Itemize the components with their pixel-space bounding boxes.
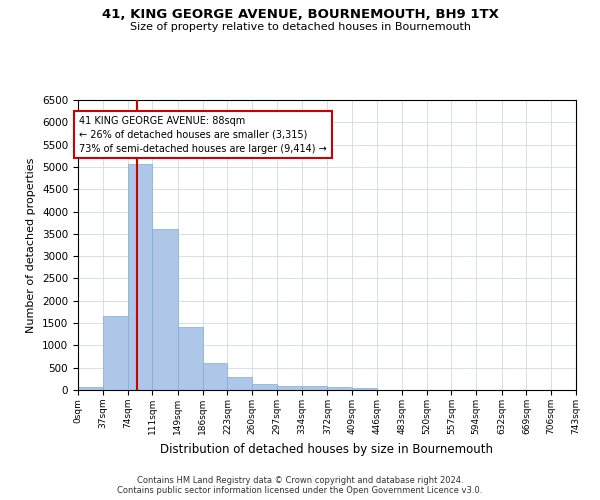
Bar [277,386,302,390]
Text: Distribution of detached houses by size in Bournemouth: Distribution of detached houses by size … [161,442,493,456]
Bar [227,377,252,390]
Bar [103,316,128,390]
Text: 41 KING GEORGE AVENUE: 88sqm
← 26% of detached houses are smaller (3,315)
73% of: 41 KING GEORGE AVENUE: 88sqm ← 26% of de… [79,116,327,154]
Bar [328,388,352,390]
Bar [252,384,277,390]
Text: Contains HM Land Registry data © Crown copyright and database right 2024.
Contai: Contains HM Land Registry data © Crown c… [118,476,482,495]
Bar [302,386,328,390]
Bar [128,164,152,390]
Text: Size of property relative to detached houses in Bournemouth: Size of property relative to detached ho… [130,22,470,32]
Bar [352,388,377,390]
Bar [78,386,103,390]
Bar [178,327,203,390]
Bar [203,362,227,390]
Y-axis label: Number of detached properties: Number of detached properties [26,158,37,332]
Bar [152,230,178,390]
Text: 41, KING GEORGE AVENUE, BOURNEMOUTH, BH9 1TX: 41, KING GEORGE AVENUE, BOURNEMOUTH, BH9… [101,8,499,20]
